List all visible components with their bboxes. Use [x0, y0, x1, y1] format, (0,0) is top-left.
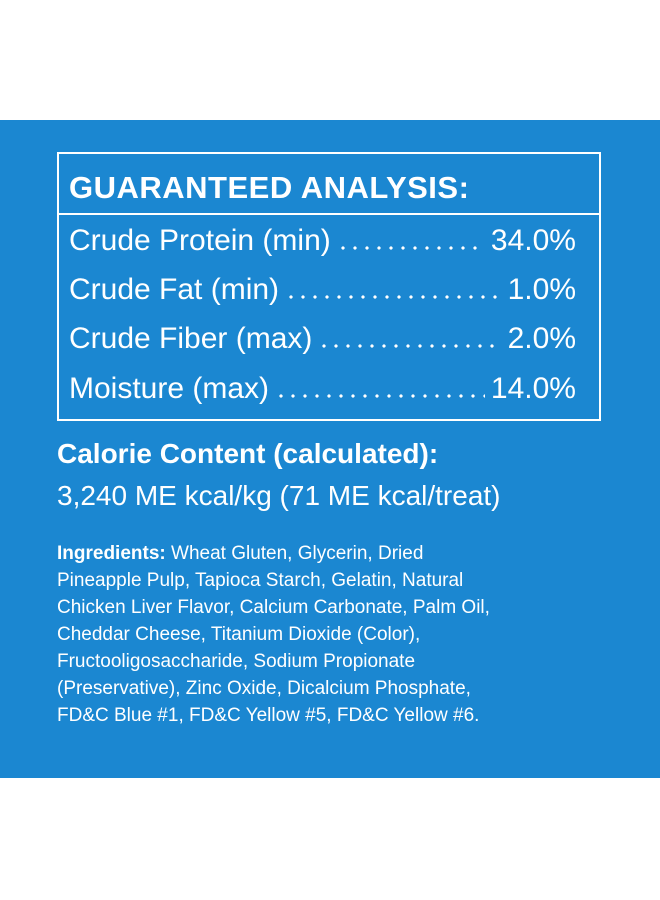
nutrient-value: 1.0% [507, 273, 576, 306]
ingredients: Ingredients: Wheat Gluten, Glycerin, Dri… [57, 540, 490, 729]
label-panel: GUARANTEED ANALYSIS: Crude Protein (min)… [0, 120, 660, 778]
analysis-row: Crude Fat (min) 1.0% [69, 273, 576, 307]
nutrient-value: 14.0% [490, 372, 576, 405]
ingredients-text: Fructooligosaccharide, Sodium Propionate [57, 651, 416, 672]
ingredients-text: Pineapple Pulp, Tapioca Starch, Gelatin,… [57, 570, 464, 591]
dot-leader [285, 295, 502, 299]
calorie-value: 3,240 ME kcal/kg (71 ME kcal/treat) [57, 480, 501, 511]
analysis-box: GUARANTEED ANALYSIS: Crude Protein (min)… [57, 152, 601, 421]
ingredients-line: Chicken Liver Flavor, Calcium Carbonate,… [57, 594, 490, 621]
analysis-title: GUARANTEED ANALYSIS: [69, 170, 470, 205]
ingredients-line: FD&C Blue #1, FD&C Yellow #5, FD&C Yello… [57, 702, 490, 729]
dot-leader [336, 246, 485, 250]
analysis-row: Moisture (max) 14.0% [69, 372, 576, 406]
dot-leader [318, 344, 502, 348]
ingredients-text: Wheat Gluten, Glycerin, Dried [171, 543, 424, 564]
ingredients-line: Cheddar Cheese, Titanium Dioxide (Color)… [57, 621, 490, 648]
ingredients-text: FD&C Blue #1, FD&C Yellow #5, FD&C Yello… [57, 705, 480, 726]
nutrient-value: 2.0% [507, 322, 576, 355]
calorie-title: Calorie Content (calculated): [57, 438, 439, 469]
analysis-row: Crude Protein (min) 34.0% [69, 224, 576, 258]
ingredients-line: Ingredients: Wheat Gluten, Glycerin, Dri… [57, 540, 490, 567]
nutrient-label: Crude Protein (min) [69, 224, 331, 257]
ingredients-text: (Preservative), Zinc Oxide, Dicalcium Ph… [57, 678, 471, 699]
ingredients-label: Ingredients: [57, 543, 166, 564]
nutrient-label: Crude Fiber (max) [69, 322, 313, 355]
ingredients-text: Cheddar Cheese, Titanium Dioxide (Color)… [57, 624, 421, 645]
ingredients-text: Chicken Liver Flavor, Calcium Carbonate,… [57, 597, 490, 618]
ingredients-line: (Preservative), Zinc Oxide, Dicalcium Ph… [57, 675, 490, 702]
ingredients-line: Pineapple Pulp, Tapioca Starch, Gelatin,… [57, 567, 490, 594]
analysis-row: Crude Fiber (max) 2.0% [69, 322, 576, 356]
nutrient-label: Crude Fat (min) [69, 273, 280, 306]
divider [59, 213, 599, 215]
dot-leader [275, 394, 485, 398]
nutrient-value: 34.0% [490, 224, 576, 257]
ingredients-line: Fructooligosaccharide, Sodium Propionate [57, 648, 490, 675]
nutrient-label: Moisture (max) [69, 372, 270, 405]
